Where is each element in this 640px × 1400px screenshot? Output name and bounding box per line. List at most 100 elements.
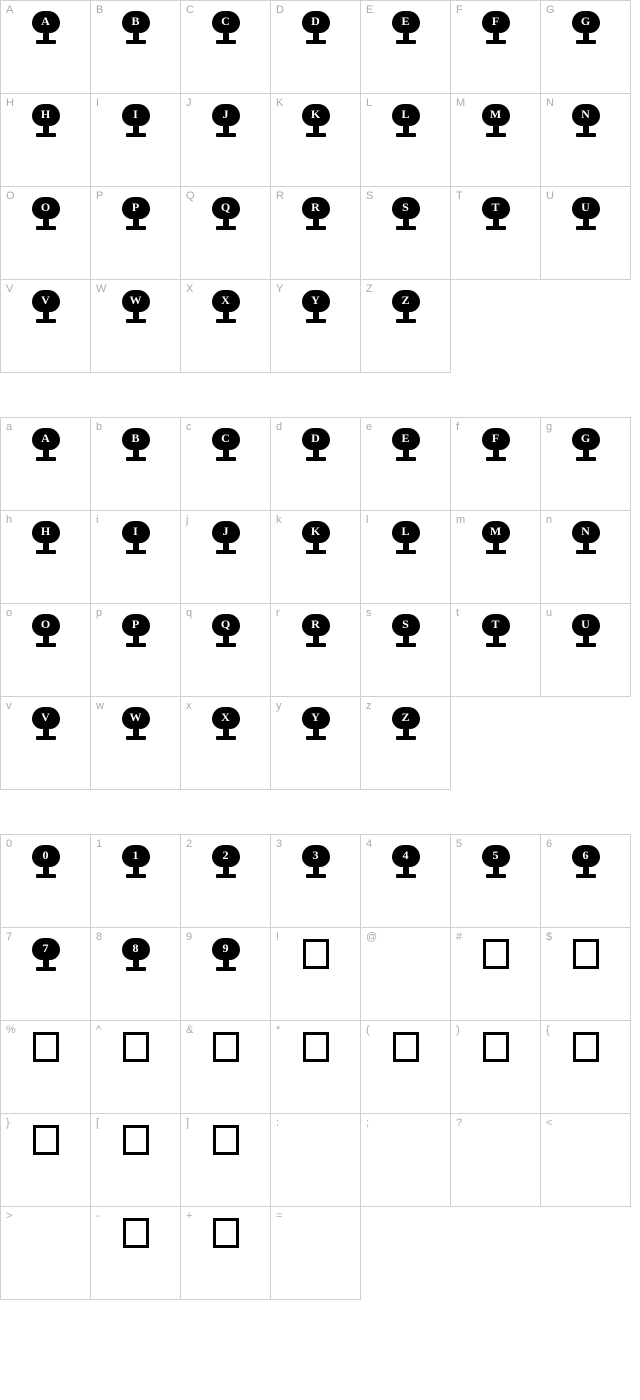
cell-label: L [366,97,372,109]
chalice-glyph: P [120,197,152,233]
chalice-glyph: L [390,104,422,140]
chalice-glyph: 1 [120,845,152,881]
chalice-glyph: F [480,11,512,47]
chalice-glyph: Q [210,197,242,233]
glyph-cell: EE [361,1,451,94]
cell-label: T [456,190,463,202]
missing-glyph-box [123,1032,149,1062]
glyph-cell: yY [271,697,361,790]
glyph-letter: U [581,201,590,213]
cell-label: = [276,1210,282,1222]
chalice-glyph: V [30,707,62,743]
glyph-cell: PP [91,187,181,280]
cell-label: > [6,1210,12,1222]
glyph-letter: I [133,108,138,120]
glyph-letter: 1 [133,849,139,861]
chalice-glyph: Z [390,707,422,743]
glyph-letter: 3 [313,849,319,861]
chalice-glyph: E [390,11,422,47]
cell-label: W [96,283,106,295]
cell-label: # [456,931,462,943]
chalice-glyph: K [300,104,332,140]
glyph-cell: JJ [181,94,271,187]
glyph-cell: VV [1,280,91,373]
glyph-letter: V [41,294,50,306]
cell-label: X [186,283,193,295]
cell-label: 4 [366,838,372,850]
glyph-letter: 5 [493,849,499,861]
cell-label: J [186,97,192,109]
chalice-glyph: 3 [300,845,332,881]
chalice-glyph: J [210,104,242,140]
cell-label: ] [186,1117,189,1129]
glyph-cell: 66 [541,835,631,928]
glyph-cell: XX [181,280,271,373]
chalice-glyph: H [30,104,62,140]
glyph-letter: W [130,294,142,306]
cell-label: 9 [186,931,192,943]
glyph-cell: 22 [181,835,271,928]
cell-label: V [6,283,13,295]
cell-label: x [186,700,192,712]
glyph-cell: II [91,94,181,187]
glyph-letter: 7 [43,942,49,954]
glyph-cell: { [541,1021,631,1114]
missing-glyph-box [33,1032,59,1062]
cell-label: d [276,421,282,433]
glyph-cell: NN [541,94,631,187]
chalice-glyph: Y [300,707,332,743]
chalice-glyph: S [390,614,422,650]
chalice-glyph: N [570,521,602,557]
glyph-cell: AA [1,1,91,94]
glyph-letter: M [490,108,501,120]
cell-label: e [366,421,372,433]
chalice-glyph: A [30,11,62,47]
chalice-glyph: O [30,614,62,650]
missing-glyph-box [33,1125,59,1155]
glyph-letter: S [402,618,409,630]
glyph-cell: : [271,1114,361,1207]
chalice-glyph: 7 [30,938,62,974]
chalice-glyph: J [210,521,242,557]
glyph-letter: I [133,525,138,537]
chalice-glyph: T [480,614,512,650]
chalice-glyph: U [570,614,602,650]
chalice-glyph: X [210,707,242,743]
glyph-cell: zZ [361,697,451,790]
glyph-letter: H [41,108,50,120]
cell-label: E [366,4,373,16]
cell-label: * [276,1024,280,1036]
chalice-glyph: L [390,521,422,557]
glyph-cell: 33 [271,835,361,928]
cell-label: c [186,421,192,433]
cell-label: ) [456,1024,460,1036]
glyph-cell: + [181,1207,271,1300]
glyph-letter: Y [311,294,320,306]
chalice-glyph: W [120,290,152,326]
glyph-cell: LL [361,94,451,187]
glyph-cell: = [271,1207,361,1300]
glyph-cell: 00 [1,835,91,928]
cell-label: Q [186,190,195,202]
chalice-glyph: X [210,290,242,326]
chalice-glyph: G [570,11,602,47]
glyph-cell: vV [1,697,91,790]
glyph-cell: $ [541,928,631,1021]
glyph-cell: ? [451,1114,541,1207]
cell-label: n [546,514,552,526]
glyph-cell: 77 [1,928,91,1021]
glyph-cell: OO [1,187,91,280]
glyph-letter: J [223,525,229,537]
glyph-letter: G [581,15,590,27]
cell-label: Y [276,283,283,295]
glyph-letter: C [221,432,230,444]
glyph-letter: 8 [133,942,139,954]
chalice-glyph: K [300,521,332,557]
glyph-cell: SS [361,187,451,280]
glyph-cell: fF [451,418,541,511]
character-map-root: AABBCCDDEEFFGGHHIIJJKKLLMMNNOOPPQQRRSSTT… [0,0,640,1300]
cell-label: @ [366,931,377,943]
chalice-glyph: E [390,428,422,464]
glyph-letter: R [311,201,320,213]
glyph-cell: - [91,1207,181,1300]
